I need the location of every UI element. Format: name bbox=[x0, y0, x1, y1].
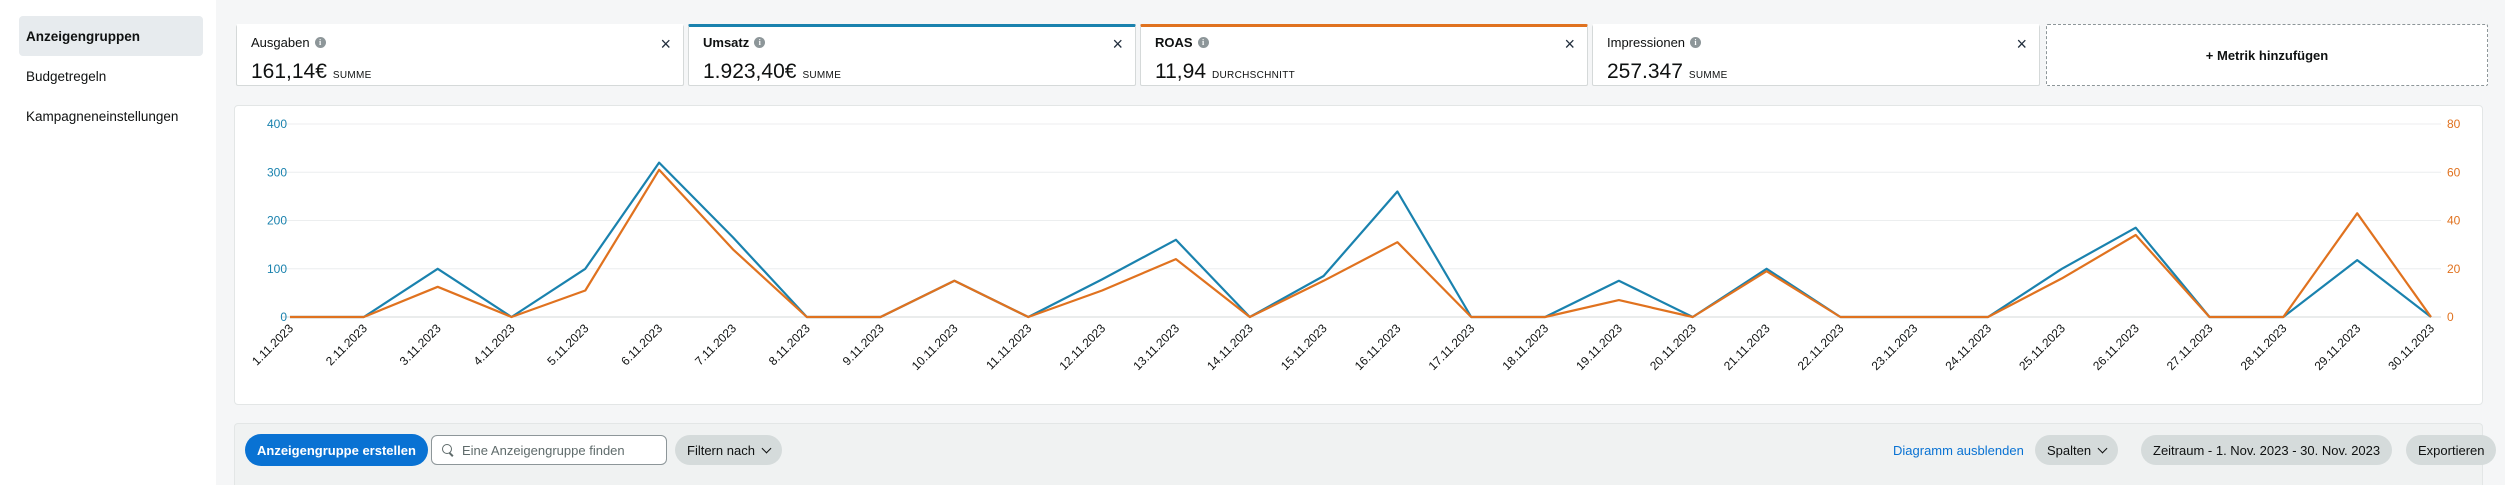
x-tick-label: 8.11.2023 bbox=[766, 321, 813, 368]
chevron-down-icon bbox=[761, 443, 772, 453]
x-tick-label: 17.11.2023 bbox=[1426, 321, 1478, 373]
x-tick-label: 1.11.2023 bbox=[249, 321, 296, 368]
main-content: Ausgaben i × 161,14€ SUMME Umsatz i × 1.923… bbox=[216, 0, 2505, 485]
search-input[interactable] bbox=[462, 442, 652, 458]
x-tick-label: 30.11.2023 bbox=[2385, 321, 2437, 373]
x-tick-label: 6.11.2023 bbox=[618, 321, 665, 368]
close-icon[interactable]: × bbox=[2016, 34, 2027, 54]
y-left-tick-label: 400 bbox=[267, 117, 287, 131]
metric-aggregate: SUMME bbox=[1688, 70, 1728, 81]
x-tick-label: 9.11.2023 bbox=[840, 321, 887, 368]
create-ad-group-button[interactable]: Anzeigengruppe erstellen bbox=[245, 434, 428, 466]
filter-dropdown[interactable]: Filtern nach bbox=[675, 435, 782, 465]
x-tick-label: 7.11.2023 bbox=[692, 321, 739, 368]
x-tick-label: 16.11.2023 bbox=[1352, 321, 1404, 373]
add-metric-button[interactable]: + Metrik hinzufügen bbox=[2046, 24, 2488, 86]
x-tick-label: 4.11.2023 bbox=[471, 321, 518, 368]
info-icon[interactable]: i bbox=[1690, 36, 1702, 48]
export-button[interactable]: Exportieren bbox=[2406, 435, 2497, 465]
search-field[interactable] bbox=[431, 435, 667, 465]
x-tick-label: 24.11.2023 bbox=[1942, 321, 1994, 373]
x-tick-label: 19.11.2023 bbox=[1573, 321, 1625, 373]
metric-name: Umsatz bbox=[703, 34, 750, 50]
export-label: Exportieren bbox=[2418, 442, 2485, 458]
metric-card-roas[interactable]: ROAS i × 11,94 DURCHSCHNITT bbox=[1140, 24, 1588, 86]
metric-card-ausgaben[interactable]: Ausgaben i × 161,14€ SUMME bbox=[236, 24, 684, 86]
x-tick-label: 2.11.2023 bbox=[323, 321, 370, 368]
date-range-label: Zeitraum - 1. Nov. 2023 - 30. Nov. 2023 bbox=[2153, 442, 2381, 458]
series-line-roas bbox=[290, 168, 2432, 319]
columns-dropdown[interactable]: Spalten bbox=[2035, 435, 2119, 465]
metric-value: 1.923,40€ bbox=[703, 60, 797, 83]
metric-card-umsatz[interactable]: Umsatz i × 1.923,40€ SUMME bbox=[688, 24, 1136, 86]
hide-chart-link[interactable]: Diagramm ausblenden bbox=[1893, 442, 2024, 458]
line-chart: 0 100 200 300 400 0 20 40 60 80 1.11.2023 2.11.2023… bbox=[249, 117, 2461, 373]
x-tick-label: 26.11.2023 bbox=[2090, 321, 2142, 373]
close-icon[interactable]: × bbox=[1564, 34, 1575, 54]
y-left-tick-label: 100 bbox=[267, 262, 287, 276]
sidebar-item-anzeigengruppen[interactable]: Anzeigengruppen bbox=[19, 16, 203, 56]
columns-label: Spalten bbox=[2047, 442, 2092, 458]
metric-name: Impressionen bbox=[1607, 34, 1686, 50]
x-tick-label: 12.11.2023 bbox=[1056, 321, 1108, 373]
date-range-button[interactable]: Zeitraum - 1. Nov. 2023 - 30. Nov. 2023 bbox=[2141, 435, 2393, 465]
performance-chart: 0 100 200 300 400 0 20 40 60 80 1.11.2023 2.11.2023… bbox=[234, 105, 2483, 405]
metric-value: 11,94 bbox=[1155, 60, 1206, 83]
metric-aggregate: SUMME bbox=[802, 70, 842, 81]
info-icon[interactable]: i bbox=[1197, 36, 1209, 48]
x-tick-label: 27.11.2023 bbox=[2164, 321, 2216, 373]
close-icon[interactable]: × bbox=[660, 34, 671, 54]
table-toolbar: Anzeigengruppe erstellen Filtern nach Di… bbox=[234, 423, 2497, 485]
x-tick-label: 25.11.2023 bbox=[2016, 321, 2068, 373]
info-icon[interactable]: i bbox=[314, 36, 326, 48]
chevron-down-icon bbox=[2097, 443, 2108, 453]
x-tick-label: 22.11.2023 bbox=[1795, 321, 1847, 373]
x-tick-label: 11.11.2023 bbox=[983, 321, 1034, 372]
metric-value: 257.347 bbox=[1607, 60, 1683, 83]
x-tick-label: 5.11.2023 bbox=[544, 321, 591, 368]
metric-value: 161,14€ bbox=[251, 60, 327, 83]
y-left-tick-label: 300 bbox=[267, 165, 287, 179]
y-left-tick-label: 0 bbox=[280, 310, 287, 324]
x-tick-label: 13.11.2023 bbox=[1130, 321, 1182, 373]
sidebar-item-kampagneneinstellungen[interactable]: Kampagneneinstellungen bbox=[26, 108, 179, 124]
x-tick-label: 18.11.2023 bbox=[1499, 321, 1551, 373]
search-icon bbox=[442, 444, 454, 456]
y-right-tick-label: 40 bbox=[2447, 214, 2461, 228]
x-tick-label: 21.11.2023 bbox=[1721, 321, 1773, 373]
metric-card-impressionen[interactable]: Impressionen i × 257.347 SUMME bbox=[1592, 24, 2040, 86]
x-tick-label: 15.11.2023 bbox=[1278, 321, 1330, 373]
y-left-tick-label: 200 bbox=[267, 214, 287, 228]
info-icon[interactable]: i bbox=[754, 36, 766, 48]
metric-name: ROAS bbox=[1155, 34, 1193, 50]
sidebar-item-budgetregeln[interactable]: Budgetregeln bbox=[26, 68, 107, 84]
sidebar-nav: Anzeigengruppen Budgetregeln Kampagnenei… bbox=[0, 0, 216, 485]
y-right-tick-label: 0 bbox=[2447, 310, 2454, 324]
x-tick-label: 14.11.2023 bbox=[1204, 321, 1256, 373]
close-icon[interactable]: × bbox=[1112, 34, 1123, 54]
metric-name: Ausgaben bbox=[251, 34, 310, 50]
x-tick-label: 3.11.2023 bbox=[397, 321, 444, 368]
x-tick-label: 23.11.2023 bbox=[1869, 321, 1921, 373]
y-right-tick-label: 60 bbox=[2447, 165, 2461, 179]
metric-aggregate: SUMME bbox=[332, 70, 372, 81]
y-right-tick-label: 20 bbox=[2447, 262, 2461, 276]
filter-label: Filtern nach bbox=[687, 442, 755, 458]
x-tick-label: 10.11.2023 bbox=[909, 321, 961, 373]
y-right-tick-label: 80 bbox=[2447, 117, 2461, 131]
x-tick-label: 29.11.2023 bbox=[2312, 321, 2364, 373]
metric-aggregate: DURCHSCHNITT bbox=[1212, 70, 1296, 81]
series-line-umsatz bbox=[290, 161, 2432, 319]
x-tick-label: 20.11.2023 bbox=[1647, 321, 1699, 373]
x-tick-label: 28.11.2023 bbox=[2238, 321, 2290, 373]
